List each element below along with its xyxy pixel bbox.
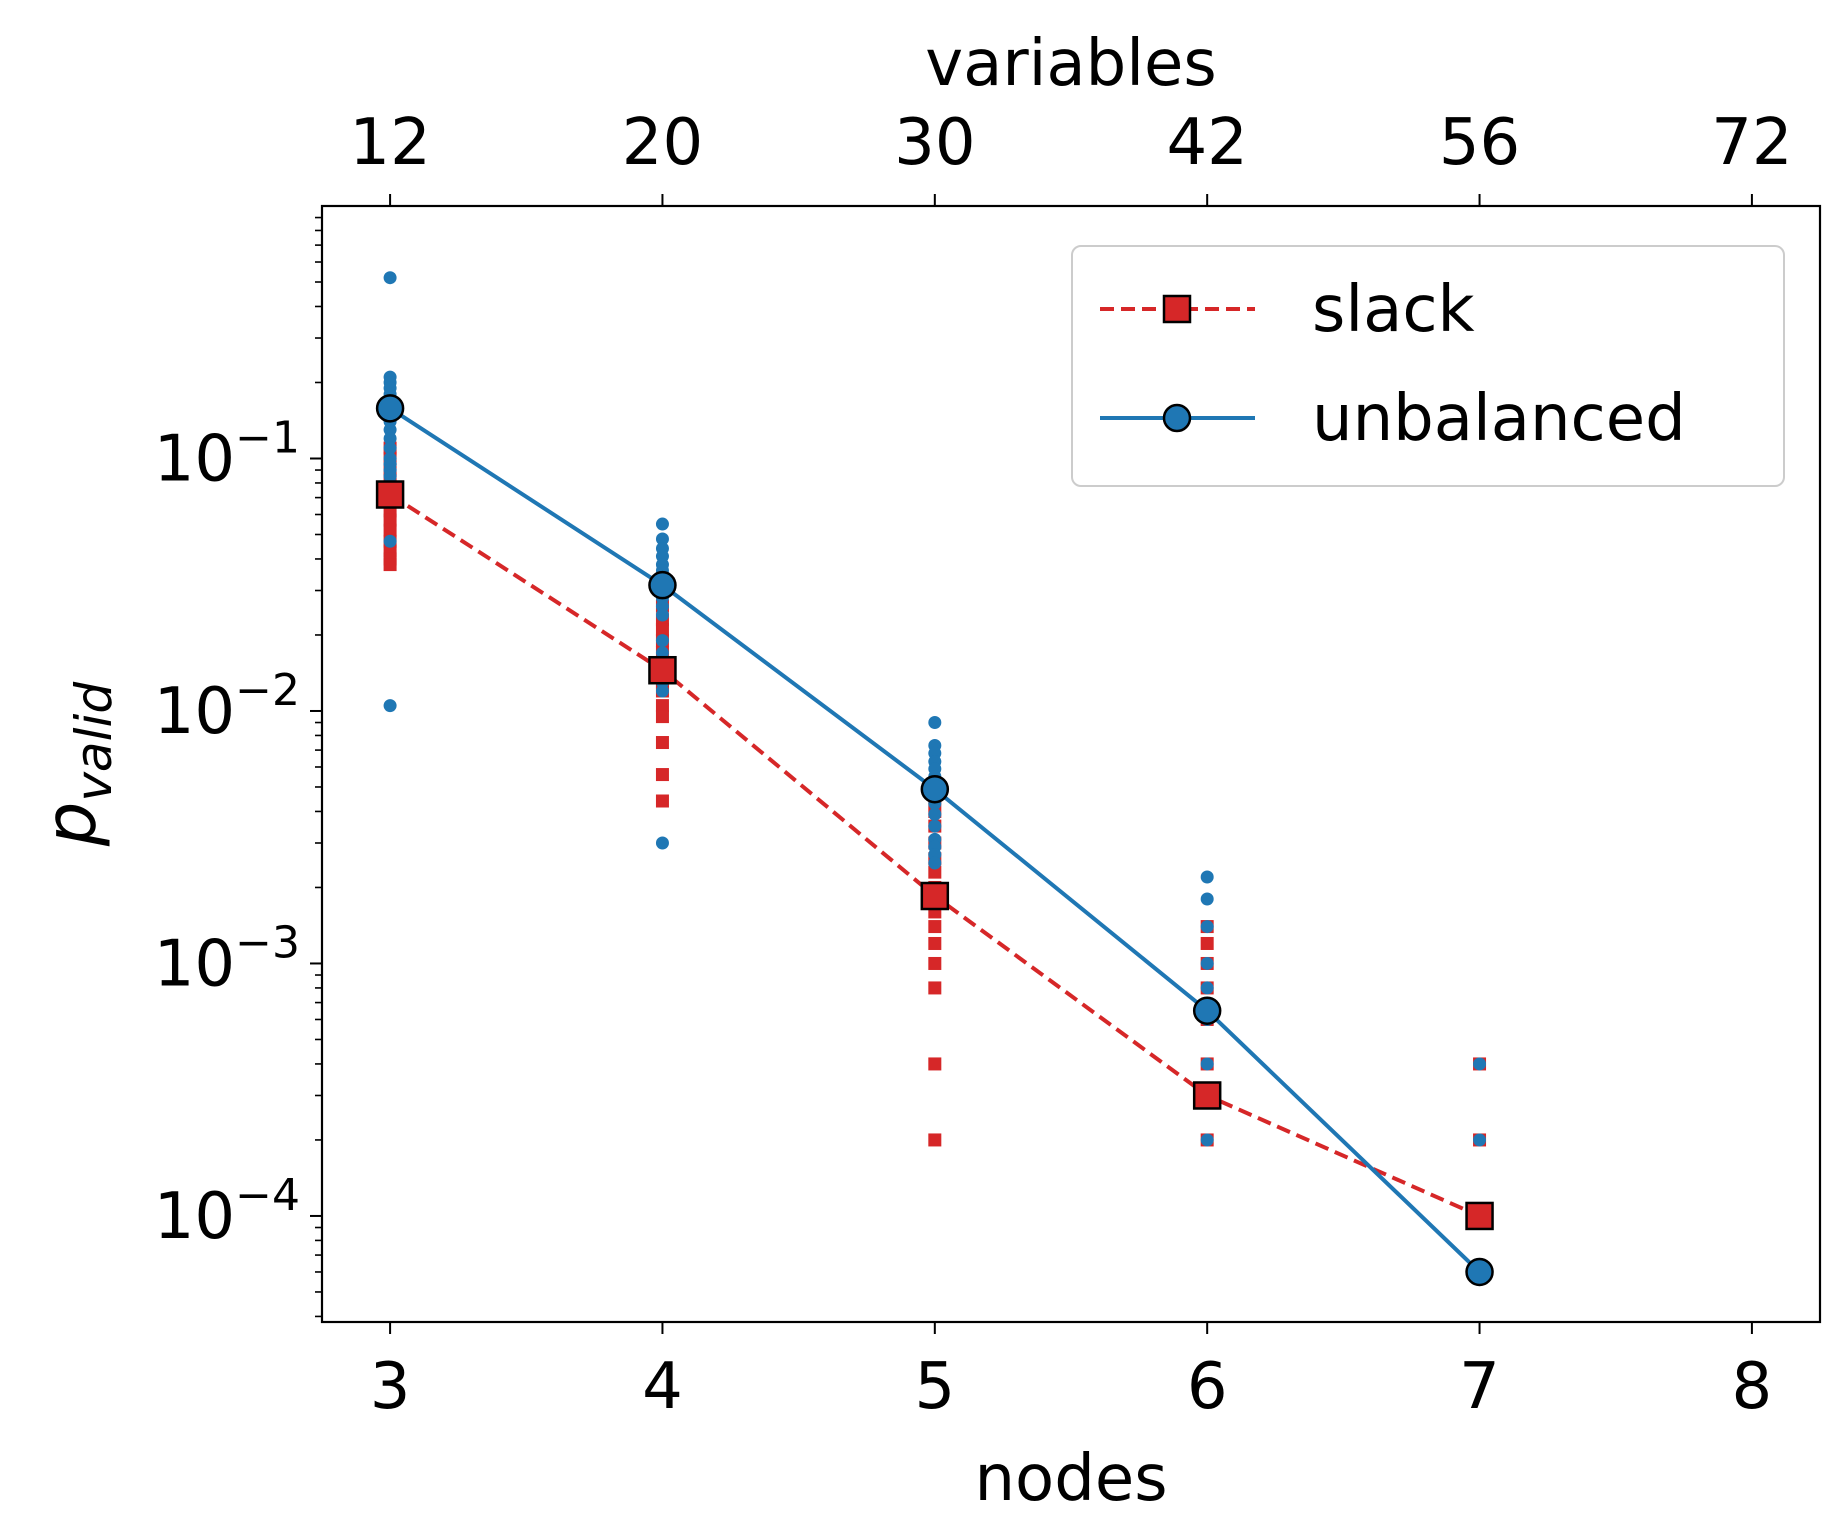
y-axis: 10−110−210−310−4	[154, 412, 322, 1254]
mean-marker-unbalanced	[920, 774, 950, 804]
legend-marker-slack	[1162, 294, 1192, 324]
y-tick-exponent: −3	[235, 917, 300, 968]
x2-tick-label: 30	[894, 106, 975, 180]
mean-marker-unbalanced	[1465, 1257, 1494, 1287]
scatter-point-unbalanced	[383, 271, 397, 285]
scatter-point-unbalanced	[928, 819, 942, 833]
scatter-point-unbalanced	[655, 517, 669, 531]
scatter-point-slack	[1200, 936, 1214, 950]
scatter-point-unbalanced	[383, 441, 397, 455]
scatter-point-unbalanced	[655, 836, 669, 850]
scatter-point-unbalanced	[1200, 981, 1214, 995]
x2-tick-label: 12	[349, 106, 430, 180]
scatter-point-unbalanced	[383, 534, 397, 548]
y-minor-ticks	[315, 216, 322, 1318]
scatter-point-unbalanced	[1200, 920, 1214, 934]
mean-marker-slack	[920, 881, 950, 911]
y-tick-label: 10−1	[154, 412, 300, 496]
mean-marker-unbalanced	[375, 394, 405, 423]
x-tick-label: 5	[914, 1350, 955, 1424]
scatter-point-unbalanced	[383, 699, 397, 713]
scatter-point-unbalanced	[1200, 1057, 1214, 1071]
x-tick-label: 6	[1187, 1350, 1228, 1424]
plot-frame	[320, 204, 1822, 1324]
x-tick-label: 4	[642, 1350, 683, 1424]
scatter-point-unbalanced	[1200, 892, 1214, 906]
y-tick-base: 10	[154, 675, 235, 749]
scatter-point-slack	[655, 699, 669, 713]
scatter-point-slack	[383, 523, 397, 537]
scatter-point-unbalanced	[383, 431, 397, 445]
legend-box	[1071, 245, 1785, 487]
scatter-point-slack	[928, 1133, 942, 1147]
scatter-point-unbalanced	[655, 684, 669, 698]
x-axis-top: 12 20 30 42 56 72	[349, 106, 1793, 206]
scatter-point-slack	[383, 513, 397, 527]
y-axis-title-subscript: valid	[65, 682, 123, 802]
x-tick-label: 8	[1732, 1350, 1773, 1424]
scatter-point-slack	[928, 936, 942, 950]
scatter-point-slack	[928, 920, 942, 934]
mean-marker-unbalanced	[648, 570, 677, 600]
scatter-point-unbalanced	[1200, 1133, 1214, 1147]
y-tick-label: 10−2	[154, 665, 300, 749]
x2-tick-label: 56	[1439, 106, 1520, 180]
data-layer	[375, 271, 1494, 1287]
scatter-point-unbalanced	[928, 716, 942, 730]
y-tick-base: 10	[154, 927, 235, 1001]
mean-marker-slack	[1192, 1081, 1222, 1110]
scatter-point-unbalanced	[1200, 870, 1214, 884]
mean-marker-unbalanced	[1192, 996, 1222, 1025]
x2-tick-label: 72	[1711, 106, 1792, 180]
scatter-point-slack	[383, 558, 397, 572]
mean-marker-slack	[375, 480, 405, 509]
y-tick-label: 10−3	[154, 917, 300, 1001]
scatter-point-unbalanced	[655, 532, 669, 546]
scatter-point-slack	[928, 865, 942, 879]
y-tick-base: 10	[154, 1180, 235, 1254]
y-tick-base: 10	[154, 422, 235, 496]
scatter-point-unbalanced	[1473, 1057, 1487, 1071]
y-tick-label: 10−4	[154, 1170, 300, 1254]
y-tick-exponent: −1	[235, 412, 300, 463]
scatter-point-slack	[655, 623, 669, 637]
scatter-point-unbalanced	[928, 856, 942, 870]
scatter-point-slack	[928, 981, 942, 995]
legend-label-unbalanced: unbalanced	[1312, 382, 1686, 456]
scatter-point-unbalanced	[1473, 1133, 1487, 1147]
x2-axis-title: variables	[925, 27, 1217, 101]
legend-marker-unbalanced	[1162, 403, 1192, 433]
scatter-point-slack	[655, 794, 669, 808]
x2-tick-label: 42	[1166, 106, 1247, 180]
legend: slack unbalanced	[1071, 245, 1785, 487]
legend-label-slack: slack	[1312, 273, 1475, 347]
x-tick-label: 7	[1459, 1350, 1500, 1424]
scatter-point-slack	[655, 710, 669, 724]
x-axis-title: nodes	[974, 1442, 1167, 1516]
y-tick-exponent: −4	[235, 1170, 300, 1221]
scatter-point-unbalanced	[655, 608, 669, 622]
mean-marker-slack	[648, 655, 677, 685]
y-tick-exponent: −2	[235, 665, 300, 716]
x-tick-label: 3	[370, 1350, 411, 1424]
scatter-point-slack	[655, 768, 669, 782]
mean-marker-slack	[1465, 1201, 1494, 1231]
scatter-point-slack	[928, 1057, 942, 1071]
scatter-point-slack	[928, 956, 942, 970]
scatter-point-slack	[655, 736, 669, 750]
y-axis-title-main: p	[30, 802, 112, 847]
x2-tick-label: 20	[622, 106, 703, 180]
x-axis-bottom: 3 4 5 6 7 8	[370, 1322, 1773, 1424]
scatter-point-unbalanced	[1200, 956, 1214, 970]
scatter-point-unbalanced	[928, 807, 942, 821]
y-axis-title: pvalid	[30, 682, 123, 847]
scatter-point-unbalanced	[655, 634, 669, 648]
